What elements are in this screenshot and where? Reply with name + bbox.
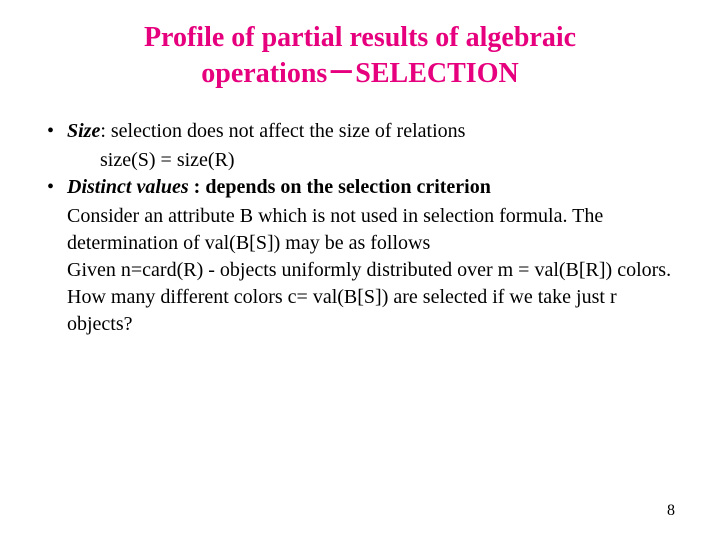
bullet-list-2: Distinct values : depends on the selecti… <box>45 174 675 201</box>
bullet-list: Size: selection does not affect the size… <box>45 118 675 145</box>
title-line-2: operations－SELECTION <box>201 58 518 89</box>
slide-title: Profile of partial results of algebraic … <box>45 20 675 93</box>
bullet-item-distinct: Distinct values : depends on the selecti… <box>45 174 675 201</box>
title-line-1: Profile of partial results of algebraic <box>144 22 576 53</box>
bullet-label-size: Size <box>67 120 100 142</box>
distinct-para-1: Consider an attribute B which is not use… <box>45 203 675 257</box>
size-formula: size(S) = size(R) <box>45 147 675 174</box>
bullet-label-distinct: Distinct values <box>67 176 189 198</box>
distinct-para-2: Given n=card(R) - objects uniformly dist… <box>45 257 675 338</box>
bullet-item-size: Size: selection does not affect the size… <box>45 118 675 145</box>
bullet-text-size: : selection does not affect the size of … <box>100 120 465 142</box>
bullet-text-distinct: : depends on the selection criterion <box>189 176 491 198</box>
page-number: 8 <box>667 502 675 520</box>
